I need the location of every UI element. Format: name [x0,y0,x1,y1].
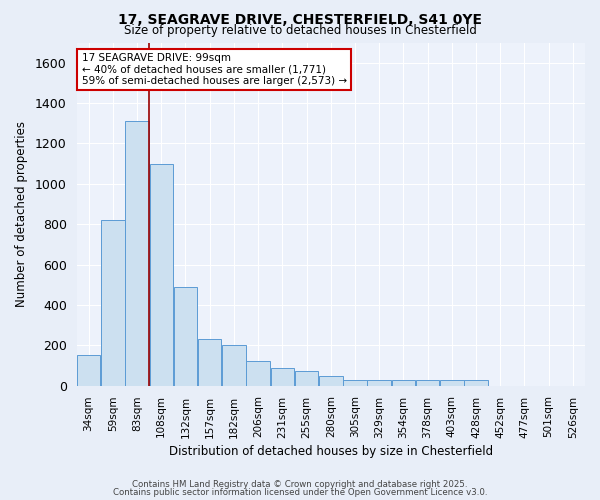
Y-axis label: Number of detached properties: Number of detached properties [15,121,28,307]
Bar [367,380,391,386]
Bar [440,380,464,386]
Text: 17 SEAGRAVE DRIVE: 99sqm
← 40% of detached houses are smaller (1,771)
59% of sem: 17 SEAGRAVE DRIVE: 99sqm ← 40% of detach… [82,53,347,86]
Bar [416,380,439,386]
Bar [392,380,415,386]
Bar [319,376,343,386]
Bar [77,356,100,386]
Text: 17, SEAGRAVE DRIVE, CHESTERFIELD, S41 0YE: 17, SEAGRAVE DRIVE, CHESTERFIELD, S41 0Y… [118,12,482,26]
Bar [464,380,488,386]
Bar [271,368,294,386]
Bar [343,380,367,386]
Bar [149,164,173,386]
Bar [222,346,245,386]
X-axis label: Distribution of detached houses by size in Chesterfield: Distribution of detached houses by size … [169,444,493,458]
Bar [247,362,270,386]
Bar [125,121,149,386]
Bar [174,287,197,386]
Text: Size of property relative to detached houses in Chesterfield: Size of property relative to detached ho… [124,24,476,37]
Text: Contains public sector information licensed under the Open Government Licence v3: Contains public sector information licen… [113,488,487,497]
Bar [295,370,319,386]
Text: Contains HM Land Registry data © Crown copyright and database right 2025.: Contains HM Land Registry data © Crown c… [132,480,468,489]
Bar [198,340,221,386]
Bar [101,220,125,386]
